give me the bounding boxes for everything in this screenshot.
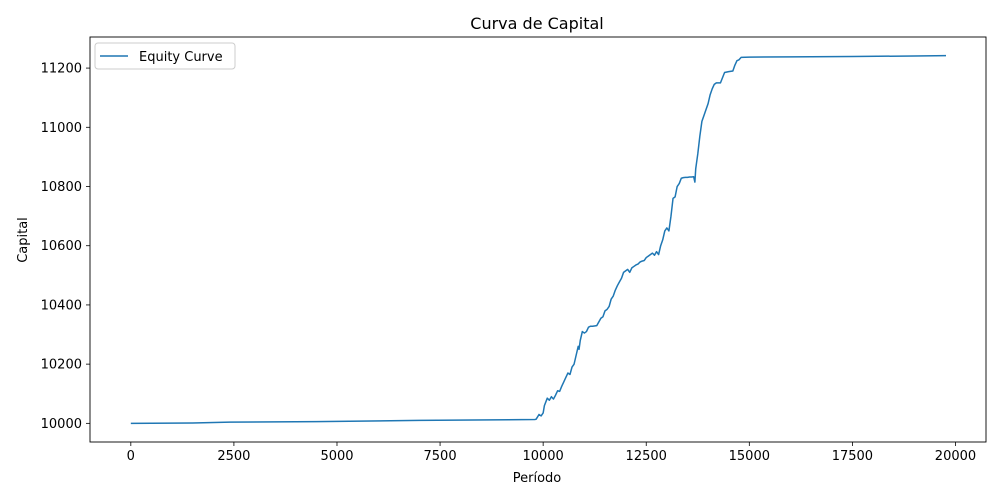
y-tick-label: 10600 xyxy=(41,239,82,254)
x-tick-label: 5000 xyxy=(320,449,353,464)
x-tick-label: 0 xyxy=(127,449,135,464)
y-tick-label: 10000 xyxy=(41,417,82,432)
y-axis-label: Capital xyxy=(16,217,31,263)
series-layer xyxy=(130,54,947,425)
x-tick-label: 12500 xyxy=(626,449,667,464)
x-axis-label: Período xyxy=(513,471,562,486)
x-tick-label: 2500 xyxy=(217,449,250,464)
x-tick-label: 20000 xyxy=(935,449,976,464)
legend: Equity Curve xyxy=(94,42,236,70)
series-line-equity-curve xyxy=(130,54,947,425)
y-tick-label: 10200 xyxy=(41,358,82,373)
y-tick-label: 10400 xyxy=(41,298,82,313)
x-axis-ticks: 0 2500 5000 7500 10000 12500 15000 17500 20000 xyxy=(127,442,976,464)
x-tick-label: 15000 xyxy=(729,449,770,464)
legend-label-equity-curve: Equity Curve xyxy=(139,50,223,65)
x-tick-label: 17500 xyxy=(832,449,873,464)
chart-title: Curva de Capital xyxy=(470,14,603,33)
x-tick-label: 10000 xyxy=(522,449,563,464)
y-tick-label: 11000 xyxy=(41,121,82,136)
y-tick-label: 10800 xyxy=(41,180,82,195)
y-axis-ticks: 10000 10200 10400 10600 10800 11000 11200 xyxy=(41,62,90,432)
plot-area: 0 2500 5000 7500 10000 12500 15000 17500 20000 1… xyxy=(41,36,987,464)
x-tick-label: 7500 xyxy=(424,449,457,464)
legend-box xyxy=(94,42,236,70)
y-tick-label: 11200 xyxy=(41,62,82,77)
plot-frame xyxy=(89,36,987,443)
